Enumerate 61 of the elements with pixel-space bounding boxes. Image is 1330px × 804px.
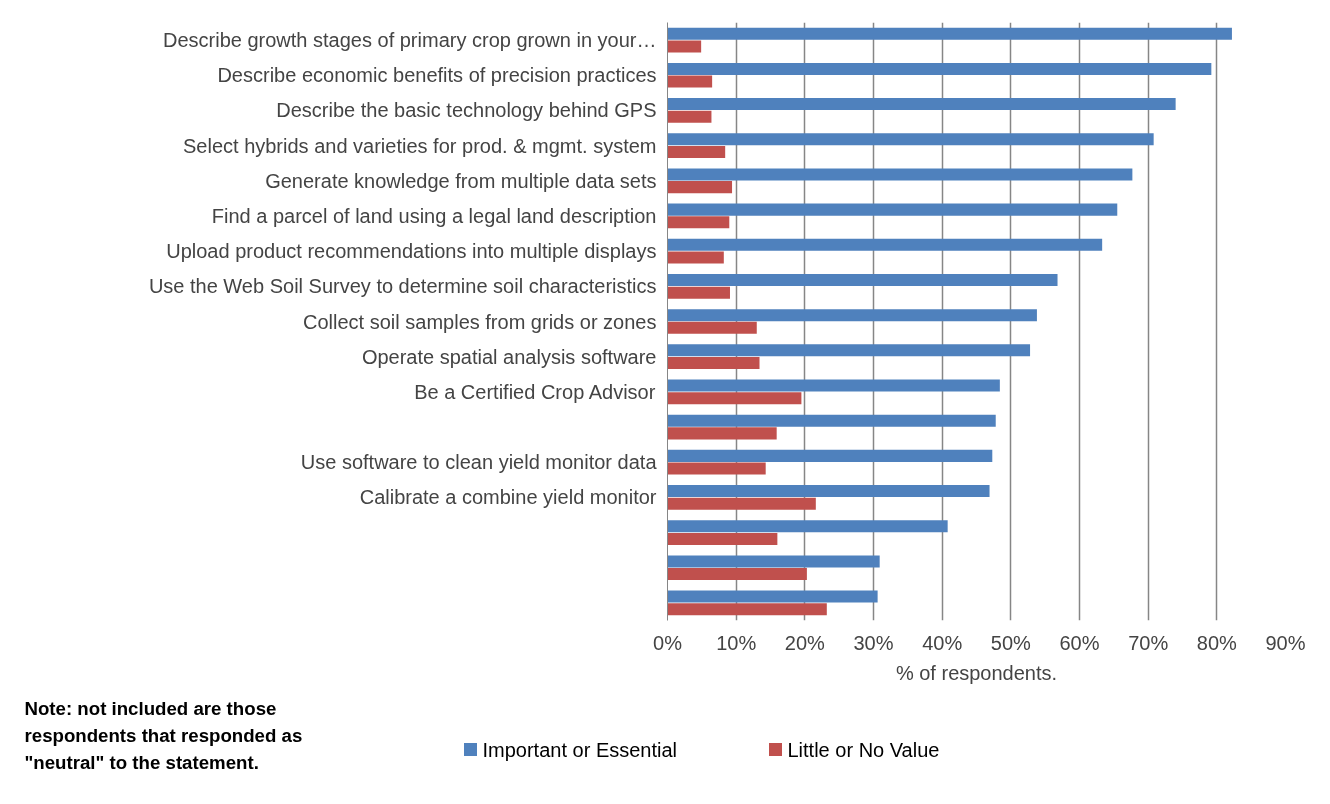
y-tick-label: Collect soil samples from grids or zones bbox=[303, 310, 657, 333]
bar bbox=[667, 392, 802, 405]
legend-label: Little or No Value bbox=[787, 738, 940, 761]
y-tick-label: Calibrate a combine yield monitor bbox=[359, 486, 657, 509]
bar bbox=[667, 110, 712, 123]
bar bbox=[667, 462, 766, 475]
x-axis-title: % of respondents. bbox=[895, 661, 1058, 684]
bar bbox=[667, 379, 1000, 392]
bar bbox=[667, 168, 1133, 181]
bar bbox=[667, 238, 1103, 251]
bar bbox=[667, 133, 1154, 146]
bar bbox=[667, 251, 724, 264]
x-tick-label: 70% bbox=[1128, 631, 1169, 654]
bar bbox=[667, 555, 880, 568]
bar bbox=[667, 485, 990, 498]
x-tick-label: 40% bbox=[922, 631, 963, 654]
x-tick-label: 90% bbox=[1265, 631, 1306, 654]
bar bbox=[667, 286, 730, 299]
bar bbox=[667, 321, 757, 334]
bar bbox=[667, 449, 993, 462]
bar bbox=[667, 356, 760, 370]
bar bbox=[667, 427, 777, 440]
x-tick-label: 20% bbox=[784, 631, 826, 654]
bar bbox=[667, 497, 816, 510]
bar bbox=[667, 568, 807, 581]
bar bbox=[667, 273, 1058, 287]
x-tick-label: 60% bbox=[1059, 631, 1100, 654]
x-tick-label: 80% bbox=[1196, 631, 1238, 654]
bar bbox=[667, 203, 1118, 216]
y-tick-label: Find a parcel of land using a legal land description bbox=[211, 204, 657, 227]
bar bbox=[667, 603, 827, 616]
bar bbox=[667, 27, 1232, 40]
bar bbox=[667, 145, 726, 158]
bar bbox=[667, 520, 948, 533]
x-tick-label: 10% bbox=[716, 631, 757, 654]
bar bbox=[667, 590, 878, 603]
bar bbox=[667, 309, 1037, 322]
bar bbox=[667, 75, 713, 88]
bar bbox=[667, 98, 1176, 111]
bar bbox=[667, 216, 730, 229]
x-tick-label: 0% bbox=[653, 631, 683, 654]
text: Note: not included are those respondents that responded as "neutral" to the statement. bbox=[24, 697, 303, 774]
y-tick-label: Describe the basic technology behind GPS bbox=[276, 99, 657, 122]
bar bbox=[667, 181, 733, 194]
bar bbox=[667, 62, 1212, 75]
legend-label: Important or Essential bbox=[482, 738, 678, 761]
y-tick-label: Operate spatial analysis software bbox=[361, 345, 657, 368]
y-tick-label: Generate knowledge from multiple data sets bbox=[265, 169, 657, 192]
bar bbox=[667, 532, 778, 545]
bar bbox=[667, 414, 996, 427]
y-tick-label: Be a Certified Crop Advisor bbox=[414, 380, 656, 403]
y-tick-label: Describe growth stages of primary crop grown in your… bbox=[162, 29, 657, 52]
bar bbox=[667, 344, 1031, 357]
bar bbox=[667, 40, 702, 53]
x-tick-label: 50% bbox=[990, 631, 1032, 654]
y-tick-label: Upload product recommendations into multiple displays bbox=[166, 240, 657, 263]
y-tick-label: Select hybrids and varieties for prod. & mgmt. system bbox=[182, 134, 657, 157]
x-tick-label: 30% bbox=[853, 631, 894, 654]
y-tick-label: Describe economic benefits of precision practices bbox=[217, 64, 657, 87]
y-tick-label: Use software to clean yield monitor data bbox=[300, 451, 658, 474]
y-tick-label: Use the Web Soil Survey to determine soil characteristics bbox=[148, 275, 657, 298]
